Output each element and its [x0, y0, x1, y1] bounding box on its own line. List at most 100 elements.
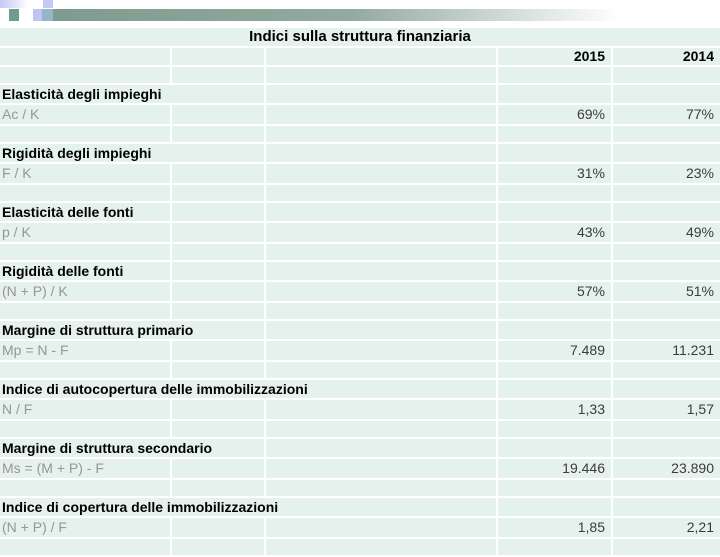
deco-lavender-square: [33, 9, 42, 21]
empty-cell: [498, 321, 611, 339]
empty-cell: [266, 85, 496, 103]
empty-cell: [498, 539, 611, 555]
column-header-2014: 2014: [613, 48, 720, 65]
spacer-row: [0, 303, 720, 319]
deco-teal-square: [9, 9, 19, 21]
empty-cell: [0, 480, 170, 496]
empty-cell: [266, 518, 496, 537]
index-name: Rigidità delle fonti: [0, 262, 170, 280]
empty-cell: [613, 262, 720, 280]
deco-green-bar: [53, 9, 720, 21]
empty-cell: [613, 439, 720, 457]
empty-cell: [0, 126, 170, 142]
empty-cell: [266, 539, 496, 555]
empty-cell: [613, 67, 720, 83]
empty-cell: [266, 105, 496, 124]
empty-cell: [266, 421, 496, 437]
index-formula: Mp = N - F: [0, 341, 170, 360]
empty-cell: [266, 303, 496, 319]
index-name: Elasticità degli impieghi: [0, 85, 264, 103]
empty-cell: [613, 421, 720, 437]
index-name: Indice di autocopertura delle immobilizz…: [0, 380, 496, 398]
empty-cell: [266, 144, 496, 162]
value-2014: 51%: [613, 282, 720, 301]
empty-cell: [498, 498, 611, 516]
index-value-row: F / K 31% 23%: [0, 164, 720, 183]
empty-cell: [0, 303, 170, 319]
empty-cell: [172, 362, 264, 378]
header-empty-cell: [172, 48, 264, 65]
value-2014: 2,21: [613, 518, 720, 537]
index-formula: Ac / K: [0, 105, 170, 124]
empty-cell: [266, 362, 496, 378]
empty-cell: [0, 185, 170, 201]
empty-cell: [266, 459, 496, 478]
empty-cell: [613, 126, 720, 142]
empty-cell: [613, 203, 720, 221]
index-name-row: Rigidità degli impieghi: [0, 144, 720, 162]
deco-lavender-square-top: [43, 0, 53, 8]
table-header-row: 2015 2014: [0, 48, 720, 65]
index-value-row: (N + P) / K 57% 51%: [0, 282, 720, 301]
financial-indices-table: Indici sulla struttura finanziaria 2015 …: [0, 28, 720, 557]
empty-cell: [498, 185, 611, 201]
table-title-row: Indici sulla struttura finanziaria: [0, 28, 720, 46]
index-name: Margine di struttura primario: [0, 321, 264, 339]
index-name: Margine di struttura secondario: [0, 439, 264, 457]
empty-cell: [172, 244, 264, 260]
empty-cell: [266, 164, 496, 183]
empty-cell: [172, 67, 264, 83]
empty-cell: [0, 539, 170, 555]
spacer-row: [0, 126, 720, 142]
value-2015: 69%: [498, 105, 611, 124]
empty-cell: [266, 400, 496, 419]
empty-cell: [266, 282, 496, 301]
index-value-row: p / K 43% 49%: [0, 223, 720, 242]
value-2015: 7.489: [498, 341, 611, 360]
index-formula: N / F: [0, 400, 170, 419]
empty-cell: [172, 203, 264, 221]
index-value-row: Ac / K 69% 77%: [0, 105, 720, 124]
index-formula: (N + P) / F: [0, 518, 170, 537]
index-name-row: Indice di copertura delle immobilizzazio…: [0, 498, 720, 516]
empty-cell: [172, 126, 264, 142]
value-2014: 77%: [613, 105, 720, 124]
empty-cell: [266, 244, 496, 260]
empty-cell: [498, 262, 611, 280]
index-name: Elasticità delle fonti: [0, 203, 170, 221]
empty-cell: [172, 262, 264, 280]
empty-cell: [172, 223, 264, 242]
value-2014: 1,57: [613, 400, 720, 419]
empty-cell: [0, 362, 170, 378]
index-name-row: Elasticità degli impieghi: [0, 85, 720, 103]
empty-cell: [172, 341, 264, 360]
empty-cell: [498, 421, 611, 437]
empty-cell: [266, 185, 496, 201]
index-name: Indice di copertura delle immobilizzazio…: [0, 498, 496, 516]
empty-cell: [266, 67, 496, 83]
empty-cell: [0, 244, 170, 260]
empty-cell: [613, 144, 720, 162]
index-name-row: Indice di autocopertura delle immobilizz…: [0, 380, 720, 398]
empty-cell: [498, 380, 611, 398]
spacer-row: [0, 185, 720, 201]
empty-cell: [266, 341, 496, 360]
spacer-row: [0, 539, 720, 555]
value-2014: 49%: [613, 223, 720, 242]
empty-cell: [498, 244, 611, 260]
empty-cell: [613, 362, 720, 378]
empty-cell: [172, 303, 264, 319]
page-title: Indici sulla struttura finanziaria: [0, 28, 720, 46]
index-value-row: Ms = (M + P) - F 19.446 23.890: [0, 459, 720, 478]
empty-cell: [172, 105, 264, 124]
empty-cell: [498, 303, 611, 319]
empty-cell: [266, 480, 496, 496]
empty-cell: [266, 203, 496, 221]
index-name: Rigidità degli impieghi: [0, 144, 264, 162]
index-formula: Ms = (M + P) - F: [0, 459, 170, 478]
empty-cell: [613, 539, 720, 555]
empty-cell: [266, 126, 496, 142]
empty-cell: [613, 380, 720, 398]
empty-cell: [172, 282, 264, 301]
value-2015: 31%: [498, 164, 611, 183]
